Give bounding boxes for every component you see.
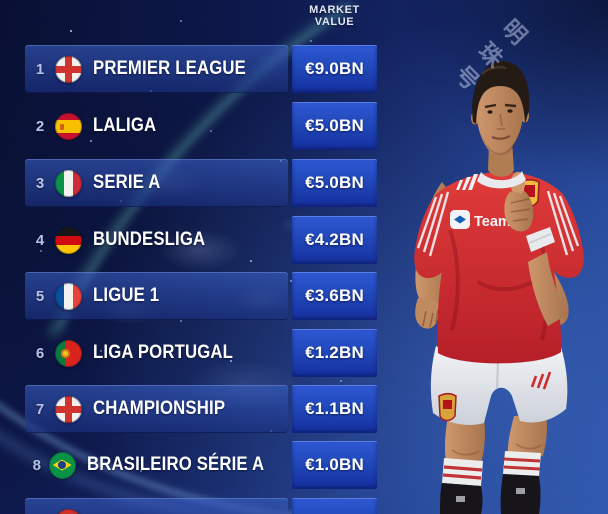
- league-row-panel: 5 LIGUE 1: [25, 272, 288, 320]
- adidas-shoulder-stripes-right: [546, 190, 580, 256]
- market-value-text: €9.0BN: [305, 59, 364, 78]
- club-crest-shorts-icon: [438, 393, 457, 422]
- player-hair: [472, 61, 530, 124]
- rank-number: 5: [35, 287, 45, 305]
- rank-number: 2: [35, 117, 45, 135]
- market-value-header-line2: VALUE: [314, 15, 355, 28]
- market-value-badge: €3.6BN: [292, 272, 377, 320]
- flag-italy-icon: [55, 169, 82, 197]
- league-name: LIGA PORTUGAL: [93, 342, 234, 363]
- market-value-badge: €1.0BN: [292, 441, 377, 489]
- flag-france-icon: [55, 282, 82, 310]
- league-row-2: 2 LALIGA €5.0BN: [25, 102, 377, 150]
- rank-number: 3: [35, 174, 45, 192]
- market-value-text: €3.6BN: [305, 286, 364, 305]
- flag-england-icon: [55, 55, 82, 83]
- league-row-panel: 6 LIGA PORTUGAL: [25, 329, 288, 377]
- league-row-8: 8 BRASILEIRO SÉRIE A €1.0BN: [25, 441, 377, 489]
- flag-portugal-icon: [55, 339, 82, 367]
- league-row-1: 1 PREMIER LEAGUE €9.0BN: [25, 45, 377, 93]
- market-value-text: €1.1BN: [305, 399, 364, 418]
- league-row-panel: 3 SERIE A: [25, 159, 288, 207]
- player-shorts: [430, 344, 568, 425]
- rank-number: 4: [35, 231, 45, 249]
- league-name: LALIGA: [93, 115, 157, 136]
- league-name: PREMIER LEAGUE: [93, 58, 246, 79]
- player-right-arm: [415, 182, 450, 329]
- player-head: [471, 61, 530, 189]
- teamviewer-logo-icon: [450, 210, 470, 229]
- league-row-panel: [25, 498, 288, 514]
- league-row-5: 5 LIGUE 1 €3.6BN: [25, 272, 377, 320]
- flag-spain-icon: [55, 112, 82, 140]
- league-row-panel: 2 LALIGA: [25, 102, 288, 150]
- market-value-badge: [292, 498, 377, 514]
- market-value-badge: €4.2BN: [292, 216, 377, 264]
- market-value-badge: €1.2BN: [292, 329, 377, 377]
- league-row-7: 7 CHAMPIONSHIP €1.1BN: [25, 385, 377, 433]
- market-value-text: €5.0BN: [305, 116, 364, 135]
- market-value-text: €5.0BN: [305, 173, 364, 192]
- flag-england-icon: [55, 395, 82, 423]
- league-row-4: 4 BUNDESLIGA €4.2BN: [25, 216, 377, 264]
- league-row-panel: 7 CHAMPIONSHIP: [25, 385, 288, 433]
- rank-number: 6: [35, 344, 45, 362]
- league-name: LIGUE 1: [93, 285, 160, 306]
- league-row-6: 6 LIGA PORTUGAL €1.2BN: [25, 329, 377, 377]
- league-name: BUNDESLIGA: [93, 229, 206, 250]
- adidas-shoulder-stripes-left: [416, 191, 450, 257]
- market-value-header: MARKET VALUE: [292, 4, 377, 28]
- thumbs-up-hand: [504, 171, 567, 326]
- market-value-badge: €5.0BN: [292, 159, 377, 207]
- market-value-badge: €9.0BN: [292, 45, 377, 93]
- market-value-header-line1: MARKET: [309, 4, 360, 16]
- player-legs: [444, 415, 547, 464]
- flag-brazil-icon: [48, 451, 76, 479]
- jersey-collar: [477, 171, 526, 189]
- player-jersey: TeamVi: [414, 172, 584, 364]
- adidas-logo-shorts-icon: [530, 371, 552, 390]
- player-photo-ronaldo: TeamVi: [414, 61, 584, 514]
- jersey-sponsor-text: TeamVi: [474, 214, 524, 230]
- rank-number: 1: [35, 60, 45, 78]
- player-left-arm: [540, 270, 569, 326]
- market-value-badge: €5.0BN: [292, 102, 377, 150]
- market-value-text: €1.2BN: [305, 343, 364, 362]
- watermark-text: 明珠号: [441, 12, 532, 101]
- league-row-panel: 8 BRASILEIRO SÉRIE A: [25, 441, 288, 489]
- rank-number: 7: [35, 400, 45, 418]
- player-socks: [440, 451, 541, 514]
- league-name: BRASILEIRO SÉRIE A: [86, 454, 264, 475]
- league-row-panel: 1 PREMIER LEAGUE: [25, 45, 288, 93]
- league-row-panel: 4 BUNDESLIGA: [25, 216, 288, 264]
- flag-germany-icon: [55, 226, 82, 254]
- league-row-3: 3 SERIE A €5.0BN: [25, 159, 377, 207]
- flag-partial-icon: [55, 508, 82, 514]
- league-name: SERIE A: [93, 172, 161, 193]
- wrist-tape: [526, 227, 555, 252]
- market-value-text: €1.0BN: [305, 455, 364, 474]
- adidas-logo-chest-icon: [456, 174, 478, 190]
- club-crest-chest-icon: [519, 178, 540, 208]
- market-value-text: €4.2BN: [305, 230, 364, 249]
- league-name: CHAMPIONSHIP: [93, 398, 226, 419]
- rank-number: 8: [32, 456, 41, 474]
- league-row-9-partial: [25, 498, 377, 514]
- market-value-badge: €1.1BN: [292, 385, 377, 433]
